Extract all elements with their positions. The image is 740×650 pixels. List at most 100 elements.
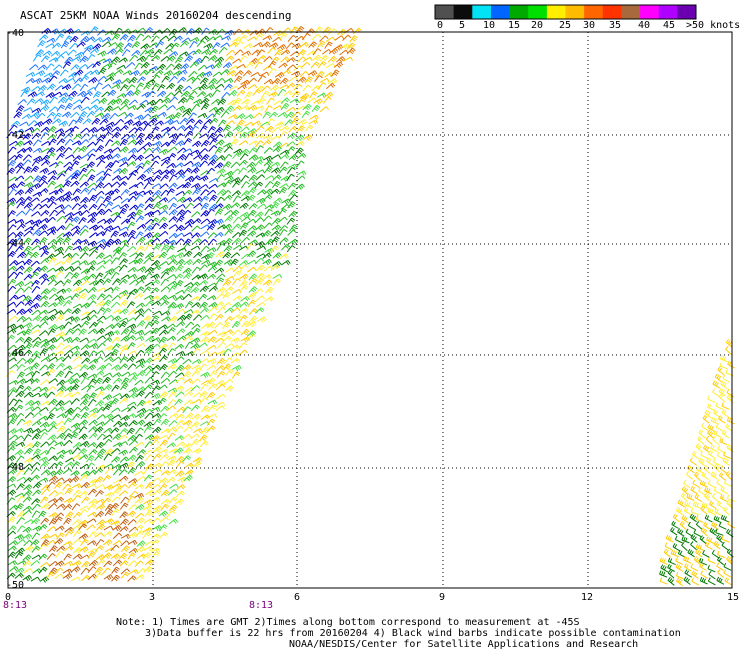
wind-barb — [183, 259, 193, 266]
wind-barb — [31, 324, 41, 330]
wind-barb — [96, 433, 106, 441]
wind-barb — [87, 148, 97, 155]
wind-barb — [16, 308, 26, 316]
wind-barb — [222, 62, 233, 69]
wind-barb — [126, 84, 136, 92]
wind-barb — [51, 42, 62, 49]
wind-barb — [182, 189, 193, 197]
wind-barb — [119, 344, 130, 351]
wind-barb — [63, 417, 73, 425]
wind-barb — [151, 265, 162, 272]
wind-barb — [297, 119, 308, 126]
wind-barb — [38, 230, 48, 237]
wind-barb — [166, 254, 177, 261]
wind-barb — [40, 503, 51, 510]
wind-barb — [215, 401, 226, 407]
wind-barb — [193, 428, 203, 434]
wind-barb — [248, 154, 259, 161]
wind-barb — [328, 48, 339, 55]
wind-barb — [152, 189, 162, 197]
wind-barb — [691, 570, 699, 579]
wind-barb — [166, 459, 176, 467]
wind-barb — [88, 449, 98, 456]
wind-barb — [293, 65, 303, 71]
wind-barb — [256, 245, 267, 251]
wind-barb — [718, 393, 726, 403]
wind-barb — [87, 338, 97, 344]
wind-barb — [246, 161, 256, 169]
wind-barb — [257, 316, 267, 323]
wind-barb — [702, 414, 710, 424]
wind-barb — [23, 107, 33, 112]
wind-barb — [151, 209, 161, 215]
wind-barb — [56, 432, 66, 440]
wind-barb — [216, 393, 226, 400]
wind-barb — [30, 362, 40, 370]
wind-barb — [144, 106, 155, 114]
wind-barb — [118, 289, 129, 297]
wind-barb — [16, 378, 27, 385]
wind-barb — [150, 279, 161, 286]
wind-barb — [48, 106, 59, 113]
wind-barb — [233, 148, 243, 155]
wind-barb — [84, 44, 94, 50]
wind-barb — [191, 364, 202, 371]
wind-barb — [208, 203, 218, 211]
wind-barb — [118, 320, 128, 329]
wind-barb — [124, 112, 134, 119]
wind-barb — [192, 218, 202, 225]
wind-barb — [71, 483, 82, 489]
wind-barb — [716, 576, 725, 585]
wind-barb — [78, 173, 88, 181]
wind-barb — [707, 577, 716, 586]
wind-barb — [716, 500, 725, 510]
wind-barb — [136, 173, 147, 181]
wind-barb — [240, 216, 251, 223]
color-scale-swatch — [472, 5, 492, 19]
wind-barb — [708, 450, 716, 459]
wind-barb — [713, 430, 722, 438]
wind-barb — [46, 344, 56, 351]
wind-barb — [102, 434, 113, 440]
wind-barb — [82, 47, 92, 55]
wind-barb — [208, 313, 218, 321]
wind-barb — [157, 84, 166, 92]
wind-barb — [54, 160, 64, 169]
wind-barb — [94, 320, 104, 328]
wind-barb — [127, 309, 138, 316]
wind-barb — [31, 406, 41, 412]
wind-barb — [182, 447, 192, 455]
wind-barb — [243, 43, 254, 49]
wind-barb — [264, 105, 273, 113]
wind-barb — [290, 117, 300, 125]
wind-barb — [126, 235, 136, 243]
wind-barb — [240, 181, 250, 189]
wind-barb — [304, 76, 314, 84]
wind-barb — [232, 265, 243, 273]
wind-barb — [262, 258, 272, 266]
wind-barb — [54, 310, 64, 316]
wind-barb — [127, 575, 137, 582]
wind-barb — [39, 321, 49, 328]
wind-barb — [135, 358, 146, 365]
wind-barb — [286, 106, 296, 113]
wind-barb — [15, 412, 25, 420]
lat-label-48: -48 — [6, 462, 25, 473]
wind-barb — [247, 131, 256, 139]
wind-barb — [64, 216, 74, 224]
wind-barb — [161, 316, 171, 322]
wind-barb — [150, 105, 159, 113]
wind-barb — [240, 336, 251, 343]
wind-barb — [713, 515, 722, 524]
wind-barb — [268, 42, 279, 49]
wind-barb — [38, 553, 48, 561]
wind-barb — [86, 462, 95, 470]
map-frame — [7, 31, 733, 589]
lat-label-46: -46 — [6, 348, 25, 359]
wind-barb — [54, 538, 64, 545]
wind-barb — [192, 314, 203, 321]
wind-barb — [46, 83, 56, 91]
wind-barb — [159, 222, 169, 230]
wind-barb — [279, 130, 288, 139]
wind-barb — [64, 529, 74, 537]
